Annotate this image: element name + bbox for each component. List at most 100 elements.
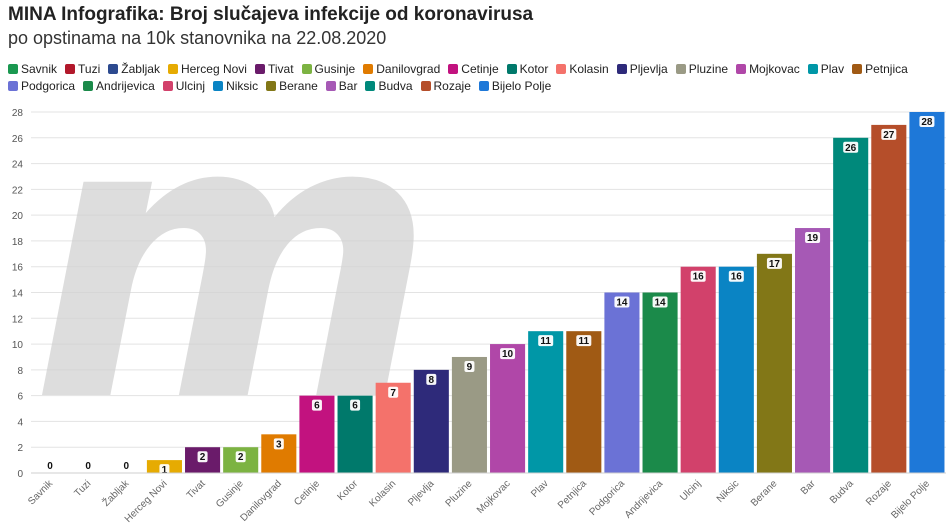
legend-item[interactable]: Pluzine xyxy=(675,61,729,77)
data-label: 28 xyxy=(921,117,933,128)
data-label: 8 xyxy=(429,375,435,386)
data-label-bg xyxy=(273,438,284,450)
legend-label: Ulcinj xyxy=(175,79,206,93)
legend-swatch xyxy=(807,64,818,74)
legend-label: Plav xyxy=(820,62,845,76)
y-tick-label: 8 xyxy=(17,366,23,377)
bar xyxy=(718,266,754,473)
legend-item[interactable]: Podgorica xyxy=(8,78,75,94)
legend-label: Mojkovac xyxy=(749,62,800,76)
legend-label: Niksic xyxy=(226,79,259,93)
legend-item[interactable]: Niksic xyxy=(213,78,258,94)
legend-item[interactable]: Danilovgrad xyxy=(363,61,440,77)
legend-swatch xyxy=(675,64,686,74)
legend-item[interactable]: Berane xyxy=(266,78,318,94)
legend-item[interactable]: Mojkovac xyxy=(736,61,800,77)
chart-legend: Savnik Tuzi Žabljak Herceg Novi Tivat Gusinje… xyxy=(8,61,948,95)
x-tick-label: Podgorica xyxy=(587,478,627,518)
x-tick-label: Andrijevica xyxy=(623,478,666,521)
data-label: 0 xyxy=(47,461,53,472)
x-tick-label: Rozaje xyxy=(864,478,894,508)
bar xyxy=(680,266,716,473)
data-label-bg xyxy=(235,451,246,463)
legend-swatch xyxy=(448,64,459,74)
legend-swatch xyxy=(478,81,489,91)
y-tick-label: 14 xyxy=(12,289,24,300)
bar xyxy=(871,124,907,474)
data-label: 26 xyxy=(845,143,857,154)
legend-label: Cetinje xyxy=(461,62,499,76)
data-label-bg xyxy=(766,257,782,269)
data-label-bg xyxy=(881,128,897,140)
data-label-bg xyxy=(500,348,516,360)
legend-label: Berane xyxy=(279,79,318,93)
legend-item[interactable]: Budva xyxy=(365,78,413,94)
bar xyxy=(642,292,678,473)
x-tick-label: Ulcinj xyxy=(678,478,703,503)
legend-item[interactable]: Andrijevica xyxy=(83,78,155,94)
data-label: 6 xyxy=(352,401,358,412)
legend-label: Kolasin xyxy=(569,62,609,76)
legend-label: Budva xyxy=(378,79,413,93)
data-label-bg xyxy=(538,335,554,347)
legend-item[interactable]: Bijelo Polje xyxy=(478,78,551,94)
legend-item[interactable]: Tivat xyxy=(254,61,294,77)
legend-item[interactable]: Ulcinj xyxy=(162,78,206,94)
legend-swatch xyxy=(736,64,747,74)
legend-label: Tivat xyxy=(267,62,294,76)
data-label-bg xyxy=(690,270,706,282)
legend-swatch xyxy=(363,64,374,74)
y-tick-label: 18 xyxy=(12,237,24,248)
legend-item[interactable]: Kotor xyxy=(506,61,549,77)
data-label-bg xyxy=(464,360,475,372)
legend-label: Žabljak xyxy=(121,62,160,76)
x-tick-label: Budva xyxy=(828,478,856,506)
data-label-bg xyxy=(652,296,668,308)
legend-swatch xyxy=(8,81,18,91)
legend-label: Pluzine xyxy=(688,62,729,76)
bar xyxy=(375,382,411,473)
legend-swatch xyxy=(83,81,94,91)
legend-item[interactable]: Žabljak xyxy=(108,61,160,77)
legend-item[interactable]: Rozaje xyxy=(420,78,471,94)
legend-swatch xyxy=(852,64,863,74)
legend-item[interactable]: Plav xyxy=(807,61,845,77)
x-tick-label: Plav xyxy=(529,478,551,500)
legend-label: Gusinje xyxy=(314,62,356,76)
y-tick-label: 6 xyxy=(17,392,23,403)
y-tick-label: 4 xyxy=(17,417,23,428)
y-tick-label: 2 xyxy=(17,443,23,454)
bar xyxy=(604,292,640,473)
bar xyxy=(833,137,869,474)
legend-item[interactable]: Savnik xyxy=(8,61,57,77)
legend-label: Kotor xyxy=(519,62,549,76)
data-label: 9 xyxy=(467,362,473,373)
y-tick-label: 26 xyxy=(12,134,24,145)
legend-swatch xyxy=(506,64,517,74)
data-label-bg xyxy=(843,141,859,153)
y-tick-label: 22 xyxy=(12,185,24,196)
legend-item[interactable]: Pljevlja xyxy=(616,61,668,77)
legend-swatch xyxy=(108,64,119,74)
data-label-bg xyxy=(919,116,935,127)
legend-label: Herceg Novi xyxy=(180,62,247,76)
data-label: 14 xyxy=(616,298,628,309)
chart-title: MINA Infografika: Broj slučajeva infekci… xyxy=(8,4,534,25)
data-label-bg xyxy=(350,399,361,411)
data-label: 7 xyxy=(390,388,396,399)
legend-label: Tuzi xyxy=(78,62,101,76)
legend-item[interactable]: Herceg Novi xyxy=(167,61,247,77)
legend-item[interactable]: Cetinje xyxy=(448,61,499,77)
legend-item[interactable]: Bar xyxy=(325,78,357,94)
data-label-bg xyxy=(728,270,744,282)
legend-item[interactable]: Kolasin xyxy=(556,61,609,77)
legend-swatch xyxy=(301,64,312,74)
legend-label: Rozaje xyxy=(433,79,471,93)
legend-item[interactable]: Gusinje xyxy=(301,61,356,77)
legend-item[interactable]: Petnjica xyxy=(852,61,908,77)
legend-item[interactable]: Tuzi xyxy=(65,61,100,77)
legend-swatch xyxy=(254,64,265,74)
data-label: 11 xyxy=(540,336,551,347)
data-label: 10 xyxy=(502,349,514,360)
legend-label: Podgorica xyxy=(21,79,76,93)
